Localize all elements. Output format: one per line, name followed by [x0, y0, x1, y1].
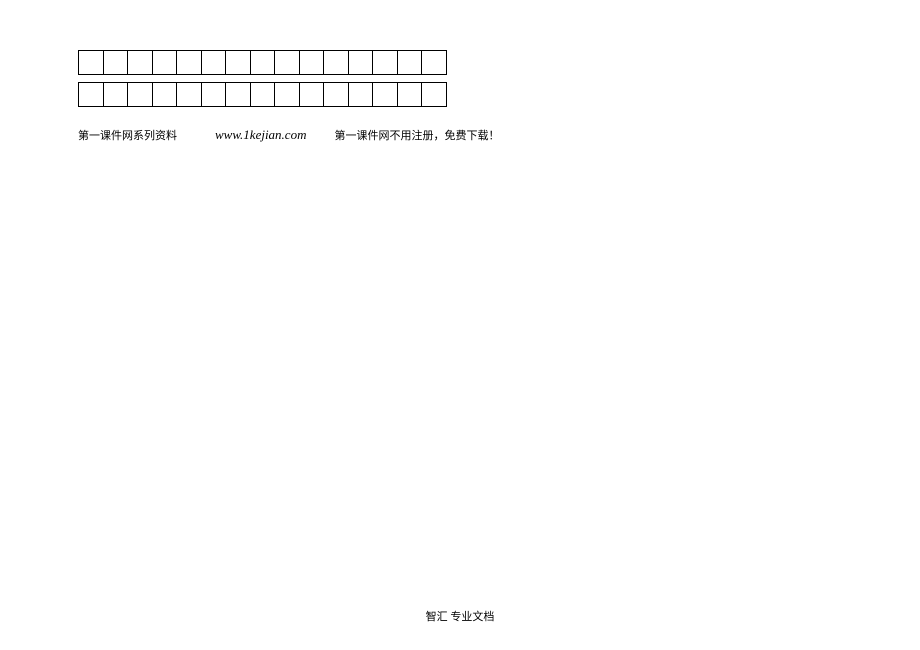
- grid-cell: [348, 83, 373, 107]
- grid-cell: [79, 51, 104, 75]
- caption-row: 第一课件网系列资料 www.1kejian.com 第一课件网不用注册，免费下载…: [78, 127, 448, 143]
- grid-cell: [79, 83, 104, 107]
- grid-cell: [177, 83, 202, 107]
- grid-cell: [201, 51, 226, 75]
- grid-cell: [128, 51, 153, 75]
- writing-grid-area: [78, 50, 447, 107]
- writing-grid-row-1: [78, 50, 447, 75]
- footer-text: 智汇 专业文档: [426, 611, 495, 623]
- grid-cell: [275, 51, 300, 75]
- page-footer: 智汇 专业文档: [0, 608, 920, 624]
- grid-cell: [324, 83, 349, 107]
- grid-cell: [422, 51, 447, 75]
- grid-cell: [422, 83, 447, 107]
- grid-cell: [250, 51, 275, 75]
- grid-cell: [128, 83, 153, 107]
- grid-cell: [103, 83, 128, 107]
- grid-cell: [177, 51, 202, 75]
- grid-cell: [103, 51, 128, 75]
- grid-row-gap: [78, 75, 447, 82]
- grid-cell: [275, 83, 300, 107]
- caption-source-label: 第一课件网系列资料: [78, 127, 177, 143]
- grid-cell: [250, 83, 275, 107]
- grid-cell: [299, 83, 324, 107]
- grid-cell: [299, 51, 324, 75]
- grid-cell: [201, 83, 226, 107]
- grid-cell: [226, 51, 251, 75]
- grid-cell: [397, 51, 422, 75]
- grid-cell: [397, 83, 422, 107]
- grid-cell: [152, 51, 177, 75]
- caption-url: www.1kejian.com: [215, 127, 306, 143]
- grid-cell: [152, 83, 177, 107]
- grid-cell: [373, 83, 398, 107]
- caption-note: 第一课件网不用注册，免费下载！: [334, 127, 499, 143]
- grid-cell: [373, 51, 398, 75]
- grid-cell: [348, 51, 373, 75]
- writing-grid-row-2: [78, 82, 447, 107]
- grid-cell: [226, 83, 251, 107]
- grid-cell: [324, 51, 349, 75]
